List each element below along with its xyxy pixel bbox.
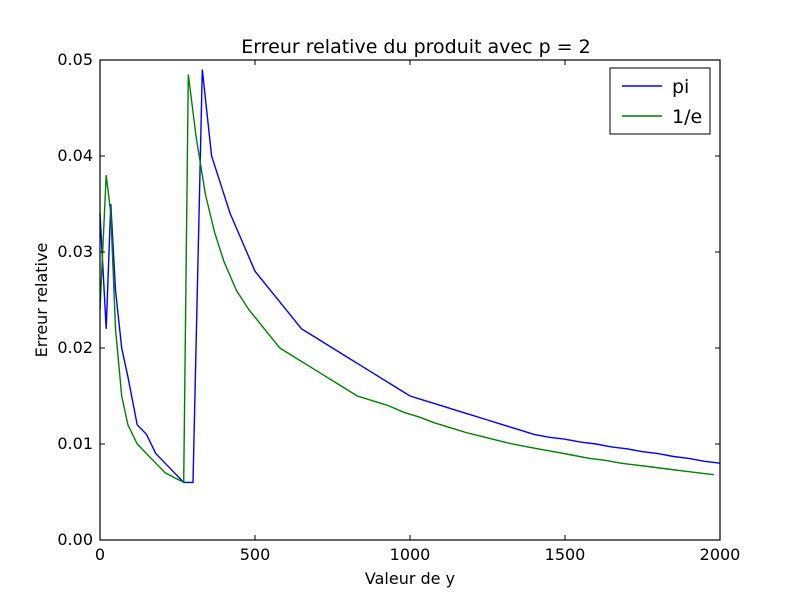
legend: pi 1/e	[609, 67, 711, 135]
y-tick-label-5: 0.05	[57, 50, 93, 69]
x-tick-label-3: 1500	[545, 545, 586, 564]
legend-label-pi: pi	[672, 76, 689, 98]
y-tick-label-3: 0.03	[57, 242, 93, 261]
chart-title: Erreur relative du produit avec p = 2	[241, 36, 590, 58]
series-line-1	[99, 74, 714, 484]
x-axis-label: Valeur de y	[365, 569, 455, 588]
series-line-0	[99, 69, 721, 484]
x-tick-label-1: 500	[240, 545, 271, 564]
x-tick-label-0: 0	[95, 545, 105, 564]
y-tick-label-4: 0.04	[57, 146, 93, 165]
y-tick-label-1: 0.01	[57, 434, 93, 453]
axis-ticks: 0 500 1000 1500 2000 0.00 0.01 0.02 0.03 0.04 0.05	[57, 50, 740, 564]
x-tick-label-4: 2000	[700, 545, 741, 564]
legend-label-1-e: 1/e	[672, 106, 702, 128]
legend-box	[609, 67, 711, 135]
y-tick-label-2: 0.02	[57, 338, 93, 357]
plot-area	[99, 69, 721, 484]
y-axis-label: Erreur relative	[32, 243, 51, 358]
y-tick-label-0: 0.00	[57, 530, 93, 549]
x-tick-label-2: 1000	[390, 545, 431, 564]
